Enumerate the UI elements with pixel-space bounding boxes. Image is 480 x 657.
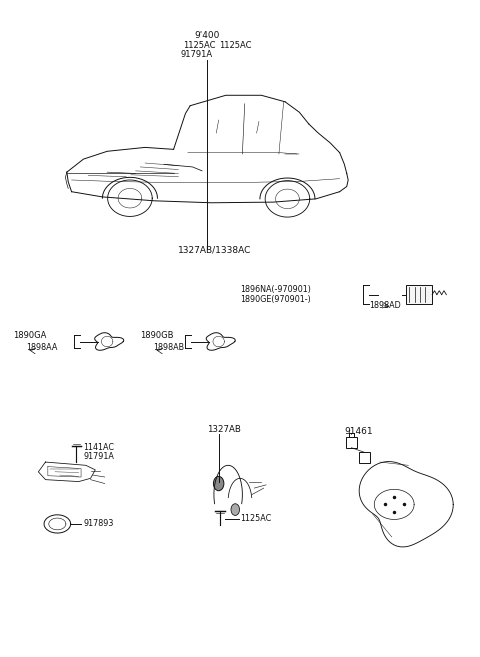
Text: 1125AC: 1125AC <box>219 41 251 50</box>
Text: 1898AB: 1898AB <box>154 343 185 352</box>
Text: 1896NA(-970901): 1896NA(-970901) <box>240 285 311 294</box>
Text: 1890GE(970901-): 1890GE(970901-) <box>240 295 311 304</box>
Text: 1890GA: 1890GA <box>13 330 47 340</box>
Text: 91461: 91461 <box>344 427 373 436</box>
Text: 1327AB/1338AC: 1327AB/1338AC <box>179 246 252 255</box>
Text: 917893: 917893 <box>84 520 114 528</box>
Text: 1125AC: 1125AC <box>240 514 272 523</box>
Text: 91791A: 91791A <box>84 451 114 461</box>
Text: 1327AB: 1327AB <box>207 425 240 434</box>
Circle shape <box>214 476 224 491</box>
Text: 9'400: 9'400 <box>194 31 219 40</box>
Text: 1141AC: 1141AC <box>84 443 114 451</box>
Bar <box>359 452 370 463</box>
Text: 1890GB: 1890GB <box>140 330 174 340</box>
Text: 1898AD: 1898AD <box>370 301 401 310</box>
Polygon shape <box>359 462 453 547</box>
Bar <box>406 285 432 304</box>
Text: 91791A: 91791A <box>180 51 213 59</box>
Text: 1125AC: 1125AC <box>183 41 216 50</box>
Bar <box>346 438 357 447</box>
Text: 1898AA: 1898AA <box>26 343 58 352</box>
Circle shape <box>231 504 240 516</box>
